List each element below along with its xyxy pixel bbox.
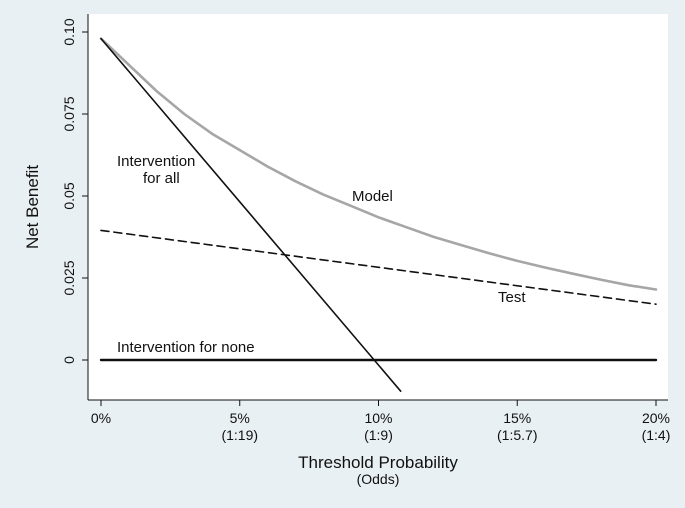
x-tick-sublabel: (1:19) xyxy=(221,427,258,443)
x-tick-sublabel: (1:9) xyxy=(364,427,393,443)
x-axis-sublabel: (Odds) xyxy=(357,471,400,487)
y-axis-label: Net Benefit xyxy=(23,165,42,249)
intervention-for-all-annotation-line2: for all xyxy=(143,170,180,187)
x-tick-label: 5% xyxy=(230,410,250,426)
y-tick-label: 0.025 xyxy=(61,260,77,295)
intervention-for-all-annotation-line1: Intervention xyxy=(117,153,195,170)
model-line xyxy=(99,37,658,291)
x-tick-label: 10% xyxy=(364,410,392,426)
x-ticks: 0% 5%(1:19) 10%(1:9) 15%(1:5.7) 20%(1:4) xyxy=(91,400,671,443)
x-tick-label: 20% xyxy=(642,410,670,426)
x-tick-label: 0% xyxy=(91,410,111,426)
x-tick-sublabel: (1:4) xyxy=(642,427,671,443)
y-ticks: 0 0.025 0.05 0.075 0.10 xyxy=(61,18,88,364)
test-annotation: Test xyxy=(498,289,526,306)
x-axis-label: Threshold Probability xyxy=(298,453,458,472)
x-tick-label: 15% xyxy=(503,410,531,426)
y-tick-label: 0.10 xyxy=(61,18,77,45)
series-layer xyxy=(99,37,658,393)
model-annotation: Model xyxy=(352,188,393,205)
intervention-for-none-annotation: Intervention for none xyxy=(117,339,255,356)
y-tick-label: 0.075 xyxy=(61,96,77,131)
test-line xyxy=(100,229,657,306)
x-tick-sublabel: (1:5.7) xyxy=(497,427,537,443)
y-tick-label: 0.05 xyxy=(61,182,77,209)
y-tick-label: 0 xyxy=(61,356,77,364)
intervention-for-all-line xyxy=(100,37,402,393)
plot-area xyxy=(88,14,668,400)
